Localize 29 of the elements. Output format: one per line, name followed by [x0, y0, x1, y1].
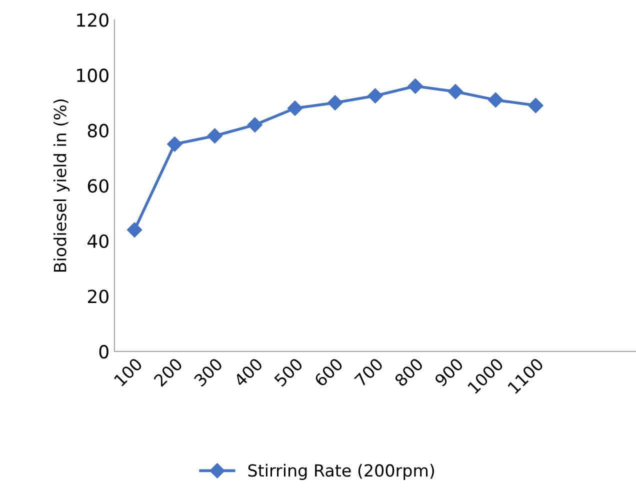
point — [528, 98, 544, 114]
point — [328, 95, 343, 110]
y-tick-label: 40 — [88, 234, 108, 248]
x-tick-label: 200 — [153, 357, 183, 388]
x-tick-label: 600 — [314, 357, 344, 388]
x-tick-label: 100 — [114, 357, 143, 387]
point — [448, 84, 464, 100]
x-tick-label: 900 — [434, 357, 464, 388]
point — [287, 100, 303, 116]
y-tick-label: 20 — [88, 290, 108, 304]
y-tick-label: 120 — [77, 13, 108, 27]
point — [207, 128, 222, 144]
y-tick-label: 100 — [77, 68, 108, 82]
y-axis-title: Biodiesel yield in (%) — [53, 99, 70, 272]
point — [167, 136, 182, 152]
y-tick-label: 60 — [88, 179, 108, 193]
x-tick-label: 500 — [274, 357, 304, 388]
point — [368, 88, 383, 104]
legend-label: Stirring Rate (200rpm) — [248, 464, 434, 480]
point — [126, 222, 142, 238]
x-tick-label: 800 — [394, 357, 424, 388]
point — [408, 78, 423, 94]
y-tick-label: 80 — [88, 124, 108, 138]
x-tick-label: 700 — [354, 357, 384, 387]
point — [247, 117, 262, 132]
x-tick-label: 300 — [193, 357, 224, 388]
x-tick-label: 400 — [233, 357, 264, 388]
y-tick-label: 0 — [99, 344, 108, 359]
point — [488, 92, 504, 108]
